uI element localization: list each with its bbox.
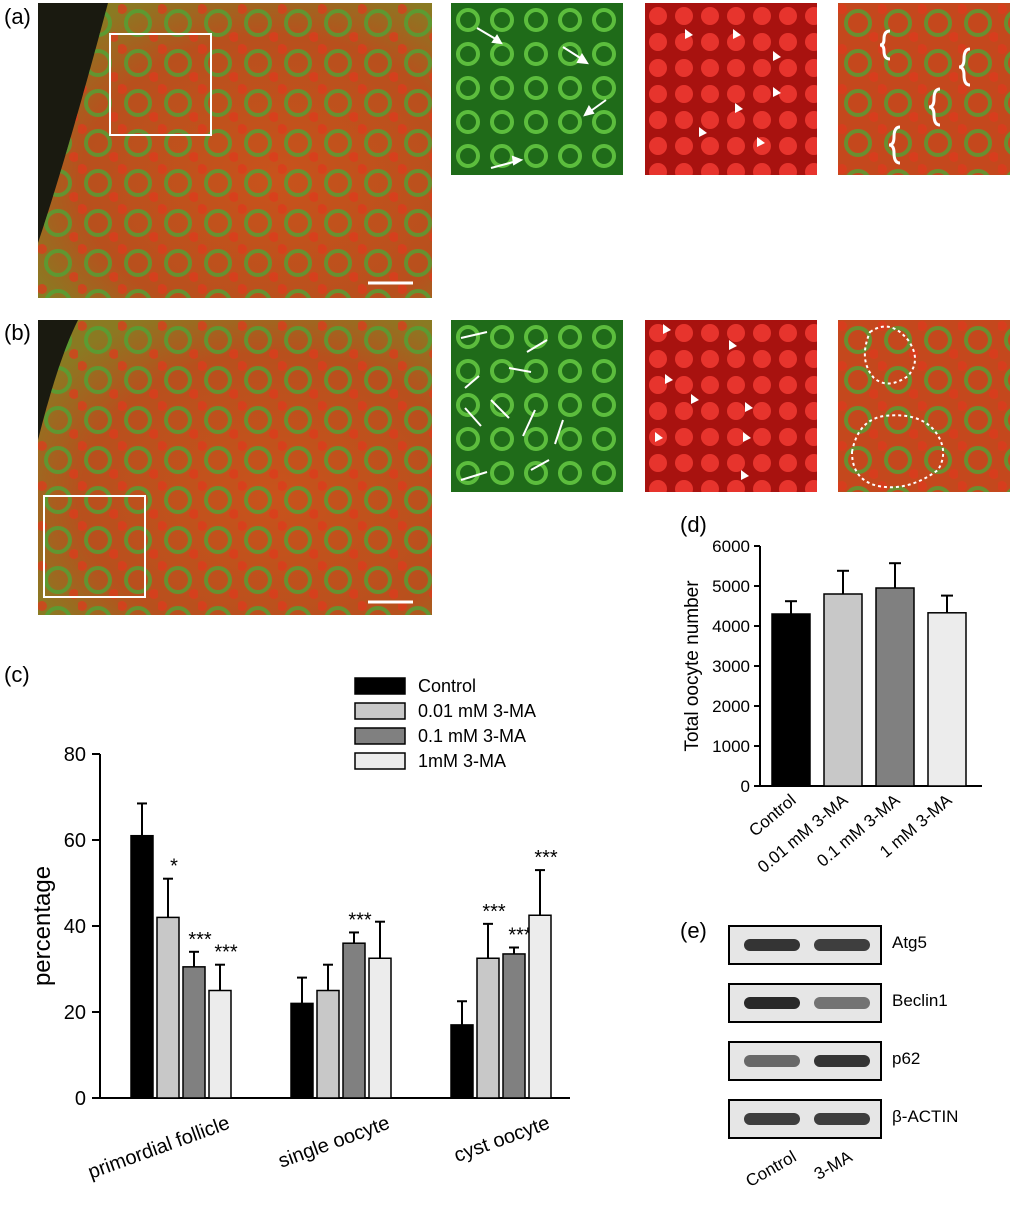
blot-band-label: β-ACTIN <box>892 1107 959 1126</box>
micrograph-a-green <box>451 3 623 175</box>
significance-label: *** <box>348 909 372 931</box>
cyst-outline-icons <box>850 325 945 489</box>
bar <box>290 1002 314 1099</box>
bar <box>476 957 500 1099</box>
blot-band <box>814 997 870 1009</box>
bar <box>368 957 392 1099</box>
chart-d: 0 1000 2000 3000 4000 5000 6000 Total oocyte nu… <box>682 537 982 877</box>
bar <box>342 942 366 1099</box>
x-tick-label: 0.01 mM 3-MA <box>754 790 852 877</box>
blot-band <box>744 997 800 1009</box>
x-tick-label: primordial follicle <box>85 1112 232 1184</box>
blot-row <box>728 1099 882 1139</box>
legend-label: 1mM 3-MA <box>418 751 506 771</box>
blot-band-label: p62 <box>892 1049 921 1068</box>
blot-band <box>744 1055 800 1067</box>
arrowhead-icons <box>655 324 753 480</box>
panel-label-a: (a) <box>4 4 31 29</box>
significance-label: *** <box>188 929 212 951</box>
blot-band <box>744 1113 800 1125</box>
blot-band <box>814 1113 870 1125</box>
significance-label: * <box>170 856 178 878</box>
x-tick-label: cyst oocyte <box>451 1112 553 1167</box>
blot-band-label: Atg5 <box>892 933 927 952</box>
y-tick-label: 40 <box>64 916 86 938</box>
blot-row <box>728 1041 882 1081</box>
y-axis-label: Total oocyte number <box>682 580 703 752</box>
significance-label: *** <box>534 847 558 869</box>
legend-swatch <box>354 702 406 720</box>
bar <box>450 1024 474 1099</box>
micrograph-b-red <box>645 320 817 492</box>
legend-swatch <box>354 727 406 745</box>
bar <box>130 834 154 1099</box>
arrow-icons <box>460 331 564 481</box>
bar <box>823 593 863 787</box>
x-tick-label: single oocyte <box>275 1112 392 1173</box>
legend-label: 0.01 mM 3-MA <box>418 701 536 721</box>
micrograph-a-merge-inset <box>838 3 1010 175</box>
blot-row <box>728 925 882 965</box>
panel-label-e: (e) <box>680 918 707 943</box>
bar <box>502 953 526 1099</box>
micrograph-b-green <box>451 320 623 492</box>
y-tick-label: 0 <box>741 777 750 796</box>
panel-label-d: (d) <box>680 512 707 537</box>
legend-swatch <box>354 752 406 770</box>
bar <box>771 613 811 787</box>
significance-label: *** <box>482 901 506 923</box>
y-tick-label: 3000 <box>712 657 750 676</box>
y-tick-label: 60 <box>64 830 86 852</box>
panel-label-b: (b) <box>4 320 31 345</box>
inset-box <box>109 33 212 136</box>
bracket-icons <box>879 29 971 165</box>
y-tick-label: 1000 <box>712 737 750 756</box>
arrowhead-icons <box>685 29 781 147</box>
bar <box>927 612 967 787</box>
bar <box>182 966 206 1099</box>
micrograph-a-red <box>645 3 817 175</box>
legend-swatch <box>354 677 406 695</box>
y-tick-label: 2000 <box>712 697 750 716</box>
western-blot: Control 3-MA Atg5 Beclin1 p62 β-ACTIN <box>720 925 1010 1195</box>
significance-label: *** <box>214 942 238 964</box>
blot-row <box>728 983 882 1023</box>
blot-band-label: Beclin1 <box>892 991 948 1010</box>
y-tick-label: 20 <box>64 1002 86 1024</box>
micrograph-b-merge <box>38 320 432 615</box>
panel-label-c: (c) <box>4 662 30 687</box>
blot-band <box>814 1055 870 1067</box>
micrograph-a-merge <box>38 3 432 298</box>
legend-label: 0.1 mM 3-MA <box>418 726 526 746</box>
arrow-icons <box>476 27 607 169</box>
y-tick-label: 6000 <box>712 537 750 556</box>
bar <box>156 916 180 1099</box>
micrograph-b-merge-inset <box>838 320 1010 492</box>
legend-label: Control <box>418 676 476 696</box>
y-tick-label: 4000 <box>712 617 750 636</box>
bar <box>208 989 232 1099</box>
y-tick-label: 0 <box>75 1088 86 1110</box>
significance-label: *** <box>508 925 532 947</box>
bar <box>528 914 552 1099</box>
y-axis-label: percentage <box>29 866 56 986</box>
y-tick-label: 80 <box>64 744 86 766</box>
bar <box>316 989 340 1099</box>
bar <box>875 587 915 787</box>
inset-box <box>43 495 146 598</box>
y-tick-label: 5000 <box>712 577 750 596</box>
blot-band <box>744 939 800 951</box>
blot-band <box>814 939 870 951</box>
